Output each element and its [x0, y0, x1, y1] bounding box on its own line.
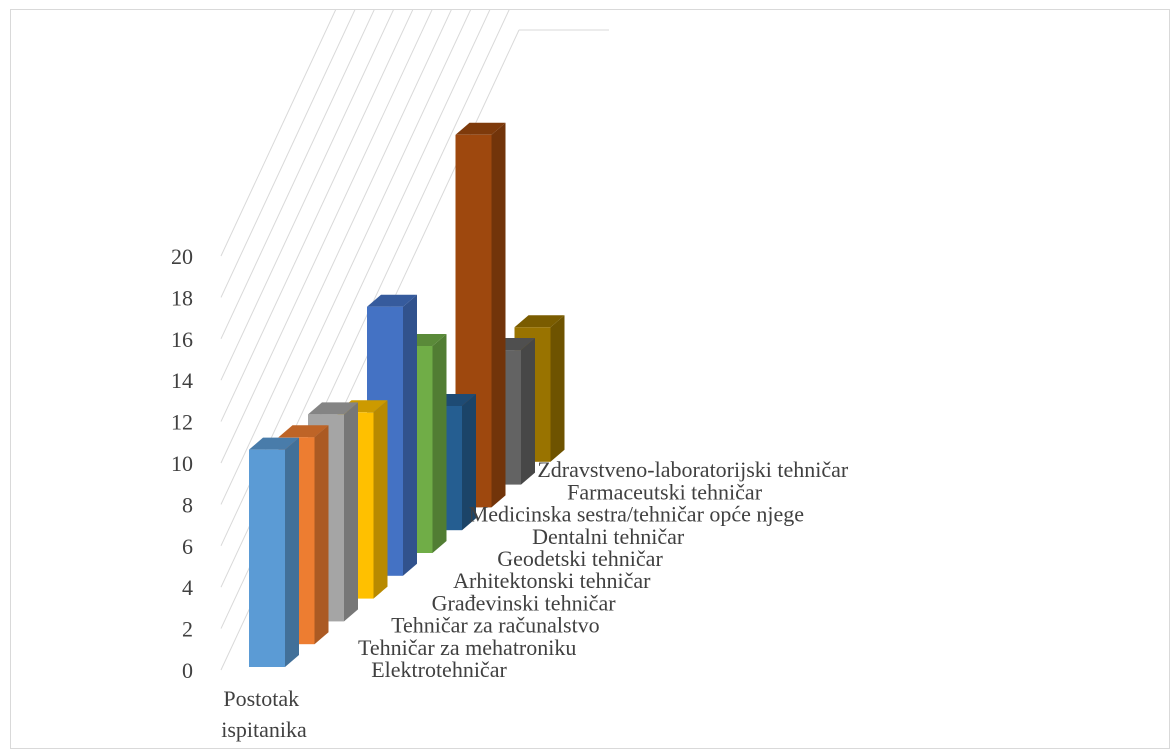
y-axis-ticks: 0 2 4 6 8 10 12 14 16 18 20: [171, 244, 193, 683]
bar-side-face: [403, 294, 417, 576]
bar-top-face: [367, 294, 417, 307]
y-tick-label: 18: [171, 285, 193, 310]
gridline-side: [220, 10, 356, 298]
gridline-side: [220, 10, 452, 505]
bar-top-face: [249, 437, 299, 450]
category-label-line-1: Postotak: [223, 686, 299, 711]
series-label-6: Geodetski tehničar: [497, 546, 663, 571]
bar-side-face: [373, 400, 388, 599]
y-tick-label: 2: [182, 617, 193, 642]
bar-side-face: [285, 437, 299, 667]
bar-top-face: [278, 425, 329, 438]
bar-side-face: [344, 402, 358, 622]
y-tick-label: 20: [171, 244, 193, 269]
y-tick-label: 4: [182, 575, 193, 600]
series-label-4: Građevinski tehničar: [432, 590, 617, 615]
bar-top-face: [514, 315, 565, 328]
y-tick-label: 16: [171, 327, 193, 352]
category-label-line-2: ispitanika: [221, 717, 307, 742]
bar-side-face: [314, 425, 329, 645]
y-tick-label: 14: [171, 368, 193, 393]
bar-top-face: [455, 122, 506, 135]
gridline-side: [220, 10, 414, 422]
bar-side-face: [521, 338, 535, 485]
gridline-side: [220, 10, 337, 257]
series-label-8: Medicinska sestra/tehničar opće njege: [469, 502, 804, 527]
gridline-side: [220, 10, 433, 464]
bar-side-face: [550, 315, 565, 462]
bar-1: [249, 437, 299, 667]
bar-side-face: [432, 334, 447, 553]
y-tick-label: 0: [182, 658, 193, 683]
series-label-10: Zdravstveno-laboratorijski tehničar: [537, 457, 849, 482]
bar-front-face: [249, 449, 285, 667]
series-label-1: Elektrotehničar: [371, 657, 507, 682]
bars: [249, 122, 565, 667]
series-label-7: Dentalni tehničar: [532, 524, 685, 549]
gridline-side: [220, 10, 375, 340]
category-label: Postotak ispitanika: [221, 686, 307, 742]
series-label-3: Tehničar za računalstvo: [391, 613, 600, 638]
bar-top-face: [308, 402, 358, 415]
series-label-5: Arhitektonski tehničar: [453, 568, 651, 593]
chart-frame: 0 2 4 6 8 10 12 14 16 18 20 Elektrotehničar Tehniča…: [10, 9, 1170, 749]
gridline-side: [220, 10, 394, 381]
y-tick-label: 8: [182, 492, 193, 517]
series-label-9: Farmaceutski tehničar: [567, 479, 763, 504]
series-label-2: Tehničar za mehatroniku: [358, 635, 576, 660]
bar-side-face: [491, 122, 506, 508]
bar-side-face: [462, 394, 476, 531]
y-tick-label: 10: [171, 451, 193, 476]
y-tick-label: 6: [182, 534, 193, 559]
y-tick-label: 12: [171, 410, 193, 435]
